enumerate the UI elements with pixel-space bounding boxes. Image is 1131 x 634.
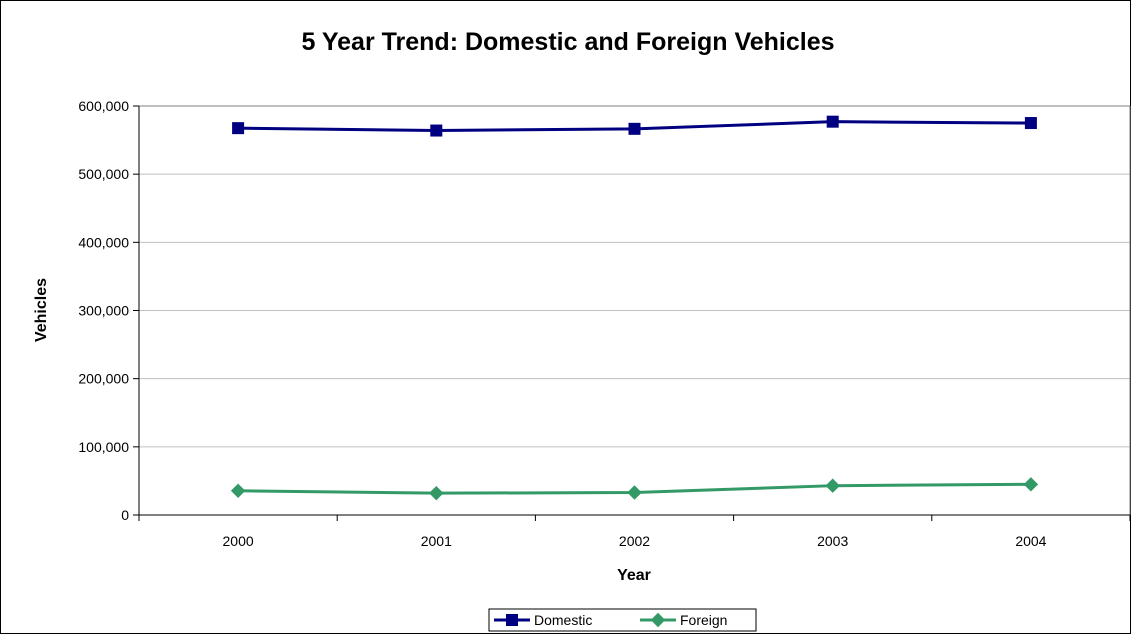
x-tick-label: 2003 <box>817 533 848 549</box>
data-point-domestic <box>233 123 244 134</box>
x-axis-label: Year <box>617 567 651 584</box>
legend-item-domestic: Domestic <box>494 612 592 628</box>
legend: Domestic Foreign <box>489 609 756 631</box>
x-tick-label: 2004 <box>1015 533 1046 549</box>
data-point-domestic <box>431 125 442 136</box>
legend-marker-domestic <box>507 615 518 626</box>
legend-label-domestic: Domestic <box>534 612 592 628</box>
y-tick-label: 400,000 <box>78 234 129 250</box>
x-tick-label: 2000 <box>223 533 254 549</box>
y-tick-label: 500,000 <box>78 166 129 182</box>
y-axis-tick-labels: 0 100,000 200,000 300,000 400,000 500,000 600,… <box>78 98 129 523</box>
x-axis-tick-labels: 2000 2001 2002 2003 2004 <box>223 533 1047 549</box>
chart-title: 5 Year Trend: Domestic and Foreign Vehic… <box>301 28 834 56</box>
y-tick-label: 200,000 <box>78 371 129 387</box>
data-point-domestic <box>1025 118 1036 129</box>
y-tick-label: 100,000 <box>78 439 129 455</box>
y-axis-label: Vehicles <box>33 278 50 342</box>
data-point-domestic <box>629 123 640 134</box>
y-tick-label: 0 <box>121 507 129 523</box>
y-tick-label: 300,000 <box>78 303 129 319</box>
x-tick-label: 2002 <box>619 533 650 549</box>
data-point-domestic <box>827 116 838 127</box>
x-tick-label: 2001 <box>421 533 452 549</box>
legend-label-foreign: Foreign <box>680 612 727 628</box>
y-tick-label: 600,000 <box>78 98 129 114</box>
